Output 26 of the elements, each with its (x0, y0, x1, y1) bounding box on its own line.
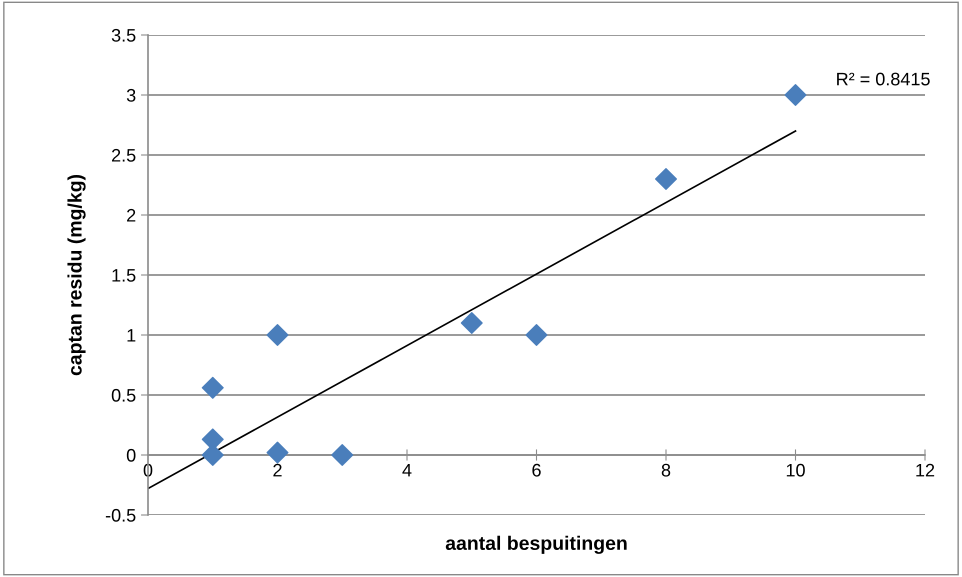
x-tick-label: 12 (916, 464, 934, 476)
point (331, 444, 354, 466)
point (784, 84, 806, 106)
point (202, 376, 224, 399)
annotation: R² = 0.8415 (837, 72, 930, 86)
y-tick-label: 2.5 (112, 148, 136, 162)
y-tick-label: 3 (126, 88, 136, 102)
y-tick-label: 0 (126, 448, 136, 462)
point (460, 312, 483, 334)
y-tick-label: 1.5 (112, 269, 136, 282)
x-tick-label: 10 (786, 464, 805, 477)
x-tick-label: 2 (273, 464, 282, 476)
y-tick-label: 0.5 (112, 388, 136, 402)
x-tick-label: 6 (532, 464, 541, 477)
y-tick-label: -0.5 (106, 508, 136, 522)
point (526, 324, 548, 346)
y-axis-title: captan residu (mg/kg) (67, 174, 86, 376)
point (266, 442, 288, 464)
x-axis-title: aantal bespuitingen (446, 536, 627, 554)
y-tick-label: 2 (127, 208, 136, 222)
y-tick-label: 3.5 (112, 28, 136, 42)
y-tick-label: 1 (128, 329, 136, 342)
x-tick-label: 4 (402, 464, 412, 476)
x-tick-label: 8 (662, 464, 670, 477)
point (655, 168, 677, 190)
point (266, 324, 288, 346)
